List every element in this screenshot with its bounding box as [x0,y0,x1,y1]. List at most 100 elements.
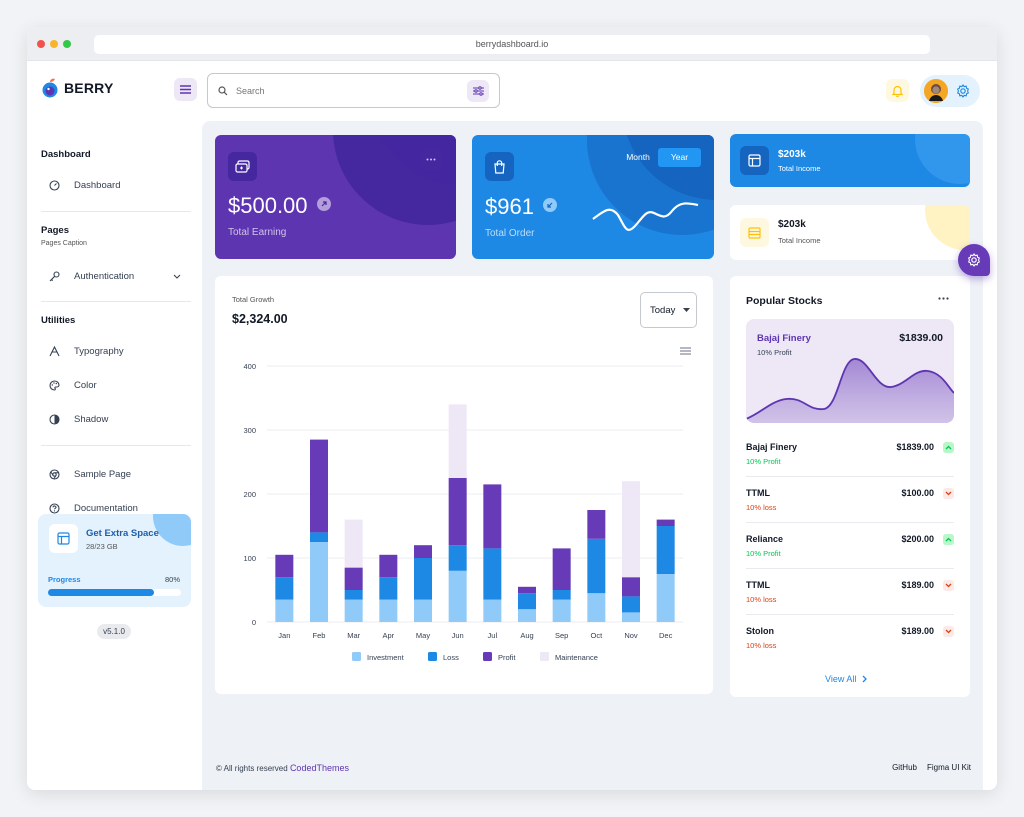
bar-segment [379,599,398,622]
storefront-icon [740,218,769,247]
sidebar-item-documentation[interactable]: Documentation [41,497,191,519]
sidebar-item-sample-page[interactable]: Sample Page [41,463,191,485]
stock-row[interactable]: TTML $189.00 10% loss [746,580,954,626]
main-content: $500.00 Total Earning Month Year $961 To… [202,121,983,790]
customize-settings-button[interactable] [958,244,990,276]
month-toggle[interactable]: Month [626,152,650,162]
sidebar-item-typography[interactable]: Typography [41,340,191,362]
more-horizontal-icon [426,158,436,160]
brand-name: BERRY [64,80,114,96]
stock-row[interactable]: Bajaj Finery $1839.00 10% Profit [746,442,954,488]
stock-row[interactable]: TTML $100.00 10% loss [746,488,954,534]
footer-brand-link[interactable]: CodedThemes [289,763,349,773]
sidebar-section-dashboard: Dashboard [41,149,91,160]
bar-segment [310,532,328,542]
x-tick-label: Aug [520,631,533,640]
progress-bar [48,589,181,596]
stock-row[interactable]: Stolon $189.00 10% loss [746,626,954,672]
credit-card-icon [235,160,250,173]
year-toggle[interactable]: Year [658,148,701,167]
bar-segment [344,599,363,622]
menu-toggle-button[interactable] [174,78,197,101]
more-options-button[interactable] [420,148,442,170]
featured-stock-card[interactable]: Bajaj Finery $1839.00 10% Profit [746,319,954,423]
chevron-down-icon [173,274,181,279]
more-options-button[interactable] [938,291,949,303]
bar-segment [622,577,640,597]
sidebar-divider [41,301,191,302]
bar-segment [414,545,432,558]
chevron-down-icon [943,488,954,499]
address-bar[interactable]: berrydashboard.io [94,35,930,54]
x-tick-label: Mar [347,631,360,640]
bar-segment [518,586,536,594]
profile-menu-button[interactable] [920,75,980,107]
sidebar-item-authentication[interactable]: Authentication [41,265,191,287]
period-select-value: Today [650,304,676,316]
bar-segment [448,404,467,478]
notifications-button[interactable] [886,79,909,102]
stock-change: 10% Profit [746,457,781,466]
sidebar: Dashboard Dashboard Pages Pages Caption … [27,121,202,790]
stock-price: $200.00 [901,534,934,544]
view-all-link[interactable]: View All [825,674,868,684]
footer-figma-link[interactable]: Figma UI Kit [926,763,971,772]
search-input[interactable] [236,85,446,96]
progress-bar-fill [48,589,155,596]
dashboard-icon [47,179,61,191]
bar-segment [587,593,606,622]
bar-segment [414,599,432,622]
sidebar-item-shadow[interactable]: Shadow [41,408,191,430]
shopping-bag-icon [494,159,505,174]
minimize-window-dot[interactable] [50,40,58,48]
bar-segment [414,558,432,600]
more-horizontal-icon [938,297,949,300]
sidebar-section-pages: Pages [41,225,69,236]
bar-segment [275,599,294,622]
extra-space-title[interactable]: Get Extra Space [86,528,159,539]
stock-change: 10% loss [746,641,777,650]
brand-logo[interactable]: BERRY [41,78,114,98]
bar-segment [518,593,536,610]
bar-segment [552,599,571,622]
y-tick-label: 200 [243,490,256,499]
total-income-label: Total Income [778,236,821,245]
footer-github-link[interactable]: GitHub [892,763,917,772]
stock-name: TTML [746,580,770,590]
bar-segment [448,570,467,622]
sidebar-item-label: Typography [74,345,124,357]
bar-segment [483,484,502,549]
gear-icon [968,253,980,267]
footer-links: GitHub Figma UI Kit [892,763,971,772]
search-filter-button[interactable] [467,80,489,102]
featured-stock-change: 10% Profit [757,348,792,357]
search-icon [218,85,228,95]
bar-segment [656,519,675,526]
y-tick-label: 400 [243,362,256,371]
chart-menu-icon[interactable] [680,347,691,355]
stock-price: $189.00 [901,580,934,590]
featured-stock-area-chart [746,358,954,423]
maximize-window-dot[interactable] [63,40,71,48]
close-window-dot[interactable] [37,40,45,48]
progress-label: Progress [48,575,81,584]
stock-name: Stolon [746,626,774,636]
avatar [924,79,948,103]
legend-swatch [428,652,437,661]
chevron-up-icon [943,534,954,545]
period-select[interactable]: Today [640,292,697,328]
row-divider [746,614,954,615]
total-earning-card: $500.00 Total Earning [215,135,456,259]
sidebar-item-dashboard[interactable]: Dashboard [41,174,191,196]
sidebar-item-color[interactable]: Color [41,374,191,396]
x-tick-label: Nov [624,631,638,640]
sidebar-item-label: Authentication [74,270,135,282]
stock-row[interactable]: Reliance $200.00 10% Profit [746,534,954,580]
stock-price: $1839.00 [896,442,934,452]
legend-label: Loss [443,653,459,662]
y-tick-label: 100 [243,554,256,563]
bar-segment [379,554,398,578]
stock-change: 10% Profit [746,549,781,558]
key-icon [47,270,61,282]
x-tick-label: Sep [555,631,568,640]
